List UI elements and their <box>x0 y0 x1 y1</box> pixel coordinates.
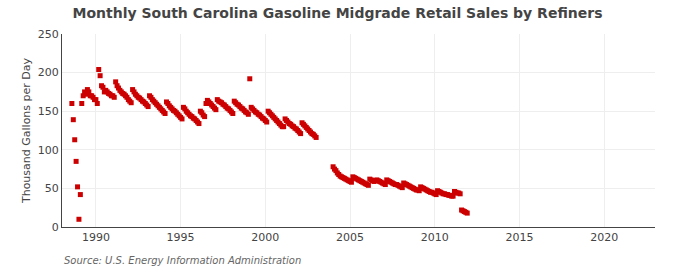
svg-text:Monthly South Carolina Gasolin: Monthly South Carolina Gasoline Midgrade… <box>73 5 603 21</box>
svg-text:2010: 2010 <box>421 231 449 244</box>
svg-text:0: 0 <box>52 221 59 234</box>
svg-text:100: 100 <box>38 144 59 157</box>
svg-text:50: 50 <box>45 182 59 195</box>
svg-text:250: 250 <box>38 28 59 41</box>
svg-text:2000: 2000 <box>251 231 279 244</box>
svg-text:Source: U.S. Energy Informatio: Source: U.S. Energy Information Administ… <box>64 255 301 266</box>
svg-text:2015: 2015 <box>505 231 533 244</box>
svg-text:2005: 2005 <box>336 231 364 244</box>
svg-text:150: 150 <box>38 105 59 118</box>
svg-text:2020: 2020 <box>590 231 618 244</box>
svg-text:1995: 1995 <box>167 231 195 244</box>
svg-text:200: 200 <box>38 66 59 79</box>
svg-text:1990: 1990 <box>82 231 110 244</box>
svg-text:Thousand Gallons per Day: Thousand Gallons per Day <box>20 57 33 204</box>
